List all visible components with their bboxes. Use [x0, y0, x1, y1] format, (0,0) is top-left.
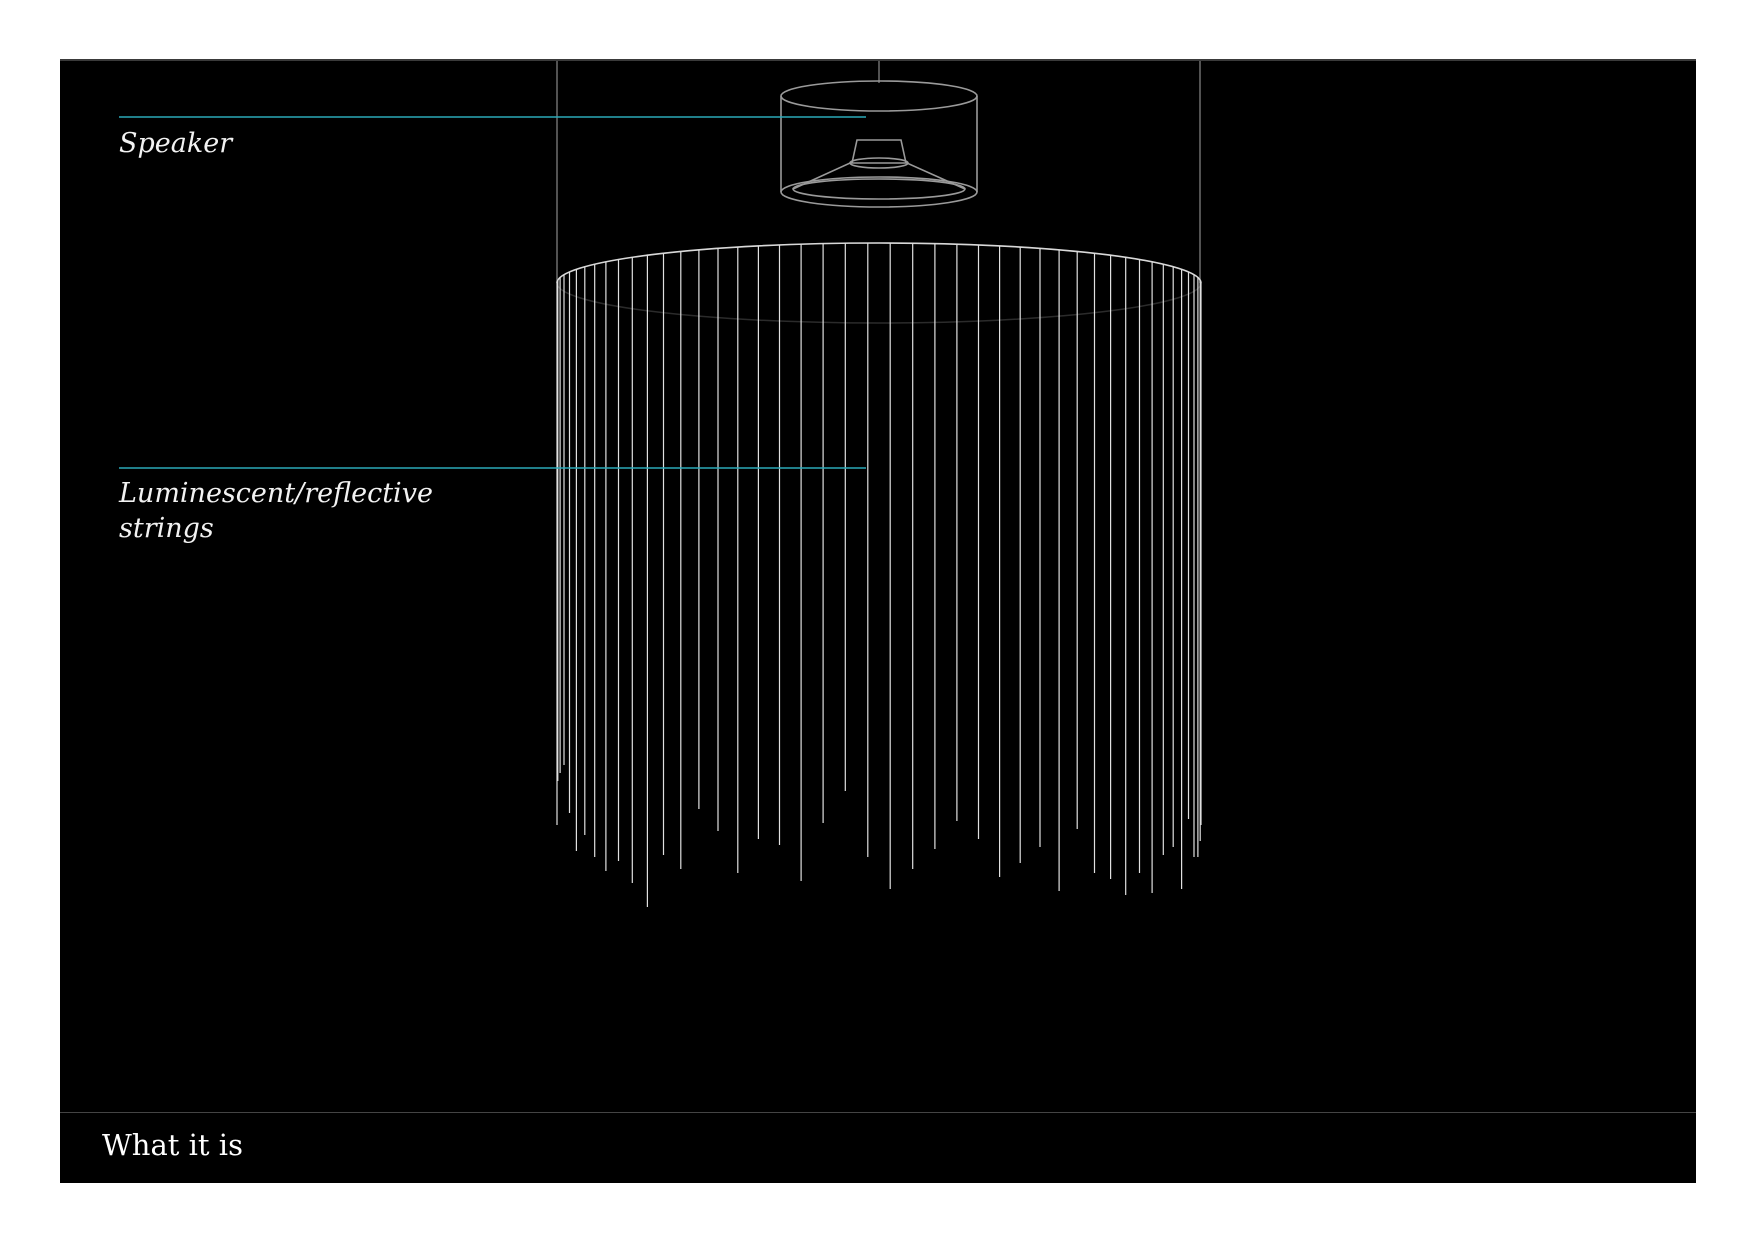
- speaker-icon: [780, 80, 978, 208]
- diagram-panel: Speaker Luminescent/reflective strings W…: [60, 59, 1696, 1183]
- speaker-label: Speaker: [119, 128, 233, 159]
- section-title: What it is: [102, 1128, 243, 1162]
- string-ring: [556, 242, 1202, 324]
- installation-diagram: [119, 61, 1202, 907]
- hanging-strings: [556, 243, 1202, 907]
- footer-bar: What it is: [60, 1112, 1696, 1183]
- strings-label: Luminescent/reflective strings: [119, 478, 433, 544]
